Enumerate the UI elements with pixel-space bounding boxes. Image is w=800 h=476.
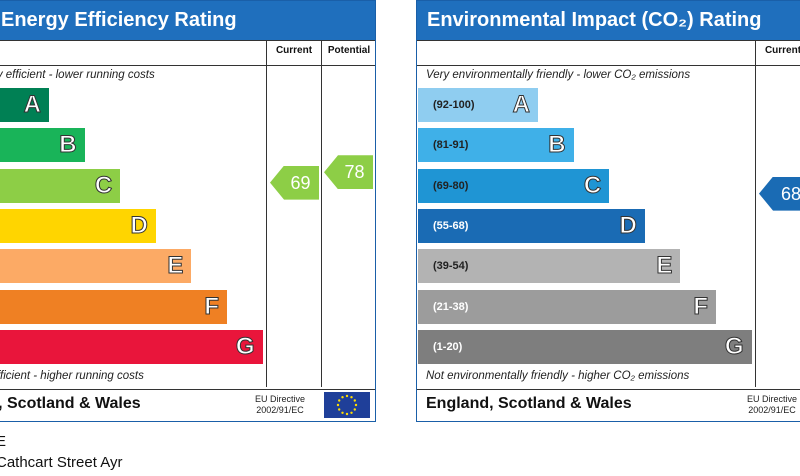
- divider: [417, 40, 800, 41]
- band-letter: G: [724, 332, 744, 360]
- env-current-value: 68: [780, 183, 800, 204]
- band-range-label: (81-91): [433, 139, 469, 152]
- energy-eu-directive: EU Directive 2002/91/EC: [255, 394, 305, 416]
- eu-star: [345, 412, 349, 416]
- energy-potential-rating-arrow: 78: [324, 155, 373, 190]
- energy-top-note: Very energy efficient - lower running co…: [0, 69, 155, 81]
- band-letter: G: [235, 332, 255, 360]
- band-g: G: [0, 329, 263, 364]
- env-eu-directive: EU Directive 2002/91/EC: [747, 394, 797, 416]
- divider: [321, 40, 322, 387]
- eu-directive-number: 2002/91/EC: [748, 405, 796, 415]
- band-g: (1-20) G: [418, 329, 752, 364]
- band-letter: D: [619, 211, 637, 239]
- band-letter: C: [94, 171, 113, 199]
- energy-efficiency-panel: Energy Efficiency Rating Current Potenti…: [0, 0, 376, 422]
- eu-flag-icon: [324, 392, 370, 418]
- band-letter: A: [23, 91, 41, 119]
- band-letter: C: [583, 171, 602, 199]
- address-line-2: Cathcart Street Ayr: [0, 454, 123, 471]
- band-e: E: [0, 249, 192, 284]
- band-e: (39-54) E: [418, 249, 681, 284]
- band-b: B: [0, 128, 85, 163]
- band-letter: D: [130, 211, 148, 239]
- band-b: (81-91) B: [418, 128, 574, 163]
- divider: [755, 40, 756, 387]
- env-current-column-header: Current: [764, 45, 800, 56]
- energy-panel-title: Energy Efficiency Rating: [0, 1, 375, 40]
- eu-directive-label: EU Directive: [747, 394, 798, 404]
- band-range-label: (39-54): [433, 260, 469, 273]
- divider: [0, 40, 375, 41]
- current-column-header: Current: [275, 45, 313, 56]
- band-range-label: (55-68): [433, 219, 469, 232]
- eu-directive-number: 2002/91/EC: [256, 405, 304, 415]
- divider: [417, 65, 800, 66]
- eu-directive-label: EU Directive: [255, 394, 306, 404]
- band-letter: A: [512, 91, 530, 119]
- band-d: D: [0, 208, 156, 243]
- eu-star: [338, 408, 341, 411]
- eu-star: [345, 394, 349, 398]
- band-a: (92-100) A: [418, 88, 538, 122]
- eu-star: [341, 411, 344, 414]
- env-current-rating-arrow: 68: [759, 176, 800, 211]
- eu-star: [353, 408, 356, 411]
- eu-star: [350, 396, 353, 399]
- eu-star: [353, 399, 356, 402]
- env-bottom-note: Not environmentally friendly - higher CO…: [426, 370, 690, 382]
- eu-stars-icon: [336, 394, 358, 416]
- band-range-label: (69-80): [433, 179, 469, 192]
- band-f: (21-38) F: [418, 289, 716, 324]
- eu-star: [354, 403, 358, 407]
- energy-current-rating-arrow: 69: [270, 165, 319, 200]
- band-a: A: [0, 88, 49, 122]
- env-top-note: Very environmentally friendly - lower CO…: [426, 69, 691, 81]
- divider: [266, 40, 267, 387]
- band-c: (69-80) C: [418, 168, 610, 203]
- eu-star: [350, 411, 353, 414]
- band-letter: B: [548, 131, 566, 159]
- band-range-label: (21-38): [433, 300, 469, 313]
- potential-column-header: Potential: [327, 45, 371, 56]
- band-letter: E: [656, 252, 673, 280]
- eu-star: [341, 396, 344, 399]
- divider: [0, 389, 375, 390]
- divider: [0, 65, 375, 66]
- band-range-label: (92-100): [433, 99, 475, 111]
- energy-current-value: 69: [290, 172, 311, 193]
- environmental-impact-panel: Environmental Impact (CO₂) Rating Curren…: [416, 0, 800, 422]
- divider: [417, 389, 800, 390]
- band-f: F: [0, 289, 227, 324]
- eu-star: [338, 399, 341, 402]
- band-d: (55-68) D: [418, 208, 645, 243]
- env-region-label: England, Scotland & Wales: [426, 395, 632, 412]
- band-c: C: [0, 168, 121, 203]
- env-panel-title: Environmental Impact (CO₂) Rating: [417, 1, 800, 40]
- energy-bottom-note: Not energy efficient - higher running co…: [0, 370, 144, 382]
- band-letter: F: [204, 292, 220, 320]
- band-letter: E: [167, 252, 184, 280]
- eu-star: [336, 403, 340, 407]
- band-letter: F: [693, 292, 709, 320]
- energy-region-label: England, Scotland & Wales: [0, 395, 141, 412]
- band-range-label: (1-20): [433, 340, 463, 353]
- energy-potential-value: 78: [344, 162, 365, 183]
- band-letter: B: [59, 131, 77, 159]
- address-line-1: E: [0, 433, 7, 450]
